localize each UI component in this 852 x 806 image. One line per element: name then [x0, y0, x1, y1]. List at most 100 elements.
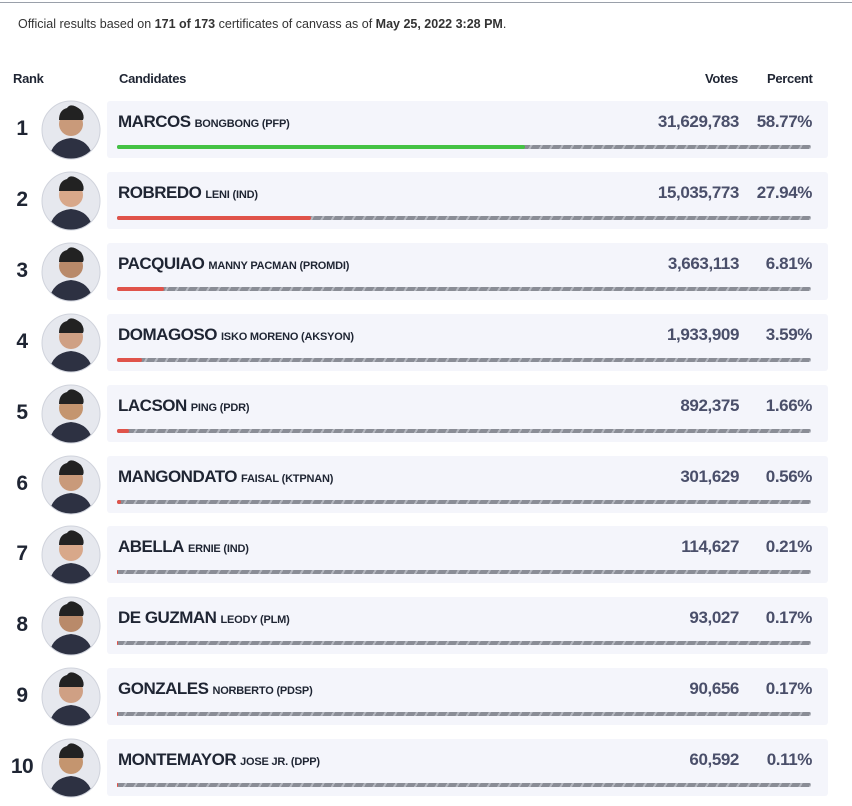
candidate-row: 9 GONZALES NORBERTO (PDSP) 90,656 0.17%	[0, 667, 852, 727]
percent: 27.94%	[756, 182, 813, 202]
percent: 0.11%	[766, 750, 813, 770]
bar-track	[117, 286, 811, 291]
note-text: Official results based on	[18, 17, 152, 31]
votes: 15,035,773	[657, 182, 739, 202]
surname: LACSON	[118, 395, 187, 415]
candidate-photo	[41, 455, 101, 515]
candidate-row: 3 PACQUIAO MANNY PACMAN (PROMDI) 3,663,113 6…	[0, 242, 852, 302]
percent: 3.59%	[765, 324, 813, 344]
candidate-name: DOMAGOSO ISKO MORENO (AKSYON)	[118, 325, 354, 345]
rank: 9	[16, 684, 28, 708]
votes: 892,375	[680, 395, 739, 415]
surname: MONTEMAYOR	[118, 750, 237, 770]
avatar	[41, 667, 101, 727]
candidate-photo	[41, 100, 101, 160]
bar-track	[117, 641, 811, 646]
avatar	[41, 738, 101, 798]
bar-track	[117, 215, 811, 220]
candidate-name: GONZALES NORBERTO (PDSP)	[118, 679, 313, 699]
bar	[117, 428, 129, 433]
surname: MANGONDATO	[118, 466, 238, 486]
avatar	[41, 171, 101, 231]
rank: 3	[16, 258, 28, 282]
percent: 0.21%	[765, 537, 813, 557]
bar-track	[117, 499, 811, 504]
bar	[117, 499, 121, 504]
votes: 1,933,909	[666, 324, 739, 344]
bar	[117, 357, 142, 362]
given-name: LEODY (PLM)	[220, 614, 290, 627]
header-candidates: Candidates	[119, 71, 187, 86]
given-name: JOSE JR. (DPP)	[240, 756, 320, 769]
rank: 1	[16, 117, 28, 140]
votes: 90,656	[689, 679, 739, 699]
header-rank: Rank	[13, 71, 44, 86]
given-name: FAISAL (KTPNAN)	[241, 472, 334, 485]
avatar	[41, 455, 101, 514]
avatar	[41, 242, 101, 302]
given-name: NORBERTO (PDSP)	[212, 685, 313, 698]
avatar	[41, 525, 101, 585]
candidate-name: PACQUIAO MANNY PACMAN (PROMDI)	[118, 254, 349, 274]
candidate-photo	[41, 738, 101, 798]
candidate-row: 1 MARCOS BONGBONG (PFP) 31,629,783 58.77%	[0, 100, 852, 160]
candidate-row: 4 DOMAGOSO ISKO MORENO (AKSYON) 1,933,909 3.…	[0, 313, 852, 373]
header-percent: Percent	[767, 71, 813, 86]
note-text: .	[502, 17, 507, 31]
candidate-name: DE GUZMAN LEODY (PLM)	[118, 608, 290, 628]
bar-track	[117, 783, 811, 788]
candidate-row: 6 MANGONDATO FAISAL (KTPNAN) 301,629 0.56%	[0, 455, 852, 515]
divider	[0, 2, 852, 3]
note-text: certificates of canvass as of	[218, 17, 373, 31]
rank: 4	[16, 329, 28, 353]
votes: 3,663,113	[667, 253, 739, 273]
header-votes: Votes	[705, 71, 738, 86]
candidate-row: 2 ROBREDO LENI (IND) 15,035,773 27.94%	[0, 171, 852, 231]
candidate-photo	[41, 384, 101, 444]
rank: 7	[16, 542, 28, 566]
candidate-row: 7 ABELLA ERNIE (IND) 114,627 0.21%	[0, 525, 852, 585]
bar	[117, 641, 119, 646]
given-name: BONGBONG (PFP)	[194, 118, 290, 130]
candidate-photo	[41, 667, 101, 727]
rank: 5	[16, 400, 28, 424]
candidate-name: ABELLA ERNIE (IND)	[118, 537, 249, 557]
rank: 6	[16, 471, 28, 495]
bar	[117, 570, 119, 575]
given-name: ERNIE (IND)	[187, 543, 249, 556]
surname: MARCOS	[118, 112, 191, 131]
surname: DE GUZMAN	[118, 608, 217, 628]
surname: PACQUIAO	[118, 253, 205, 273]
percent: 0.56%	[765, 466, 813, 486]
candidate-row: 10 MONTEMAYOR JOSE JR. (DPP) 60,592 0.11%	[0, 738, 852, 798]
votes: 93,027	[689, 608, 739, 628]
percent: 0.17%	[765, 608, 813, 628]
percent: 0.17%	[765, 679, 813, 699]
votes: 60,592	[689, 750, 739, 770]
avatar	[41, 596, 101, 656]
bar	[117, 215, 311, 220]
surname: ABELLA	[118, 537, 184, 557]
votes: 114,627	[681, 537, 739, 557]
candidate-photo	[41, 525, 101, 585]
candidate-name: MANGONDATO FAISAL (KTPNAN)	[118, 467, 333, 487]
bar-track	[117, 712, 811, 717]
candidate-row: 5 LACSON PING (PDR) 892,375 1.66%	[0, 384, 852, 444]
given-name: LENI (IND)	[205, 188, 258, 201]
surname: DOMAGOSO	[118, 324, 217, 344]
note-count: 171 of 173	[154, 17, 216, 31]
avatar	[41, 313, 101, 373]
candidate-photo	[41, 171, 101, 231]
results-note: Official results based on 171 of 173 cer…	[18, 17, 506, 31]
votes: 31,629,783	[657, 112, 739, 131]
surname: GONZALES	[118, 679, 209, 699]
candidate-name: ROBREDO LENI (IND)	[118, 183, 258, 203]
surname: ROBREDO	[118, 182, 202, 202]
percent: 58.77%	[756, 112, 813, 131]
bar-track	[117, 570, 811, 575]
candidate-name: LACSON PING (PDR)	[118, 396, 249, 416]
given-name: MANNY PACMAN (PROMDI)	[208, 259, 350, 272]
candidate-photo	[41, 313, 101, 373]
candidate-photo	[41, 242, 101, 302]
